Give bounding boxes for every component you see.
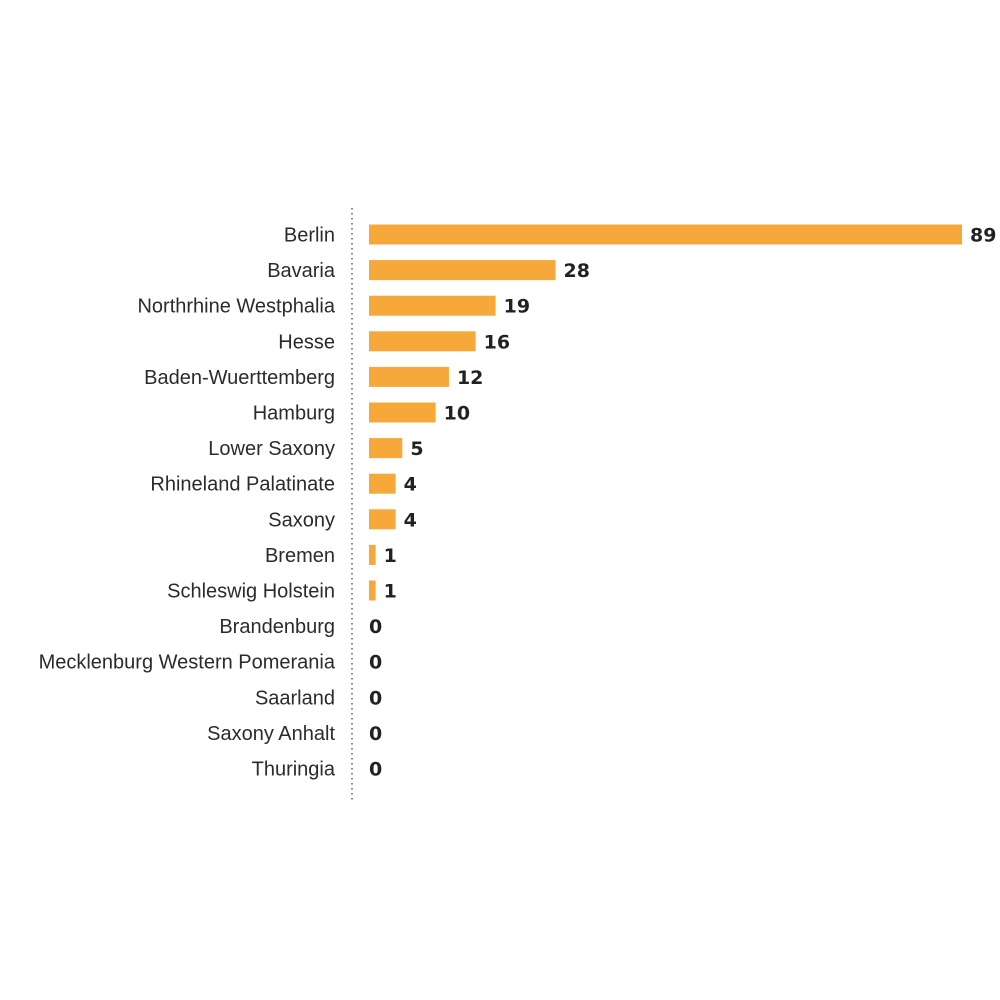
category-labels-group: Berlin Bavaria Northrhine Westphalia Hesse B… bbox=[39, 225, 336, 781]
category-label: Bremen bbox=[265, 545, 335, 567]
value-label: 4 bbox=[404, 509, 417, 531]
value-label: 12 bbox=[457, 367, 483, 389]
bar bbox=[369, 438, 403, 459]
value-label: 0 bbox=[369, 723, 382, 745]
category-label: Northrhine Westphalia bbox=[137, 296, 335, 318]
value-label: 4 bbox=[404, 474, 417, 496]
bar bbox=[369, 224, 962, 245]
value-label: 89 bbox=[970, 225, 996, 247]
category-label: Hesse bbox=[278, 331, 335, 353]
category-label: Mecklenburg Western Pomerania bbox=[39, 652, 336, 674]
bar bbox=[369, 260, 556, 281]
bar bbox=[369, 509, 396, 530]
bar bbox=[369, 295, 496, 316]
category-label: Rhineland Palatinate bbox=[150, 474, 335, 496]
category-label: Baden-Wuerttemberg bbox=[144, 367, 335, 389]
category-label: Hamburg bbox=[253, 403, 335, 425]
bar bbox=[369, 366, 449, 387]
category-label: Berlin bbox=[284, 225, 335, 247]
category-label: Bavaria bbox=[267, 260, 336, 282]
value-label: 16 bbox=[484, 331, 510, 353]
category-label: Lower Saxony bbox=[208, 438, 335, 460]
value-label: 1 bbox=[384, 581, 397, 603]
bars-group bbox=[369, 224, 962, 601]
value-label: 1 bbox=[384, 545, 397, 567]
bar bbox=[369, 544, 376, 565]
value-label: 10 bbox=[444, 403, 470, 425]
value-label: 19 bbox=[504, 296, 530, 318]
category-label: Brandenburg bbox=[219, 616, 335, 638]
value-label: 0 bbox=[369, 652, 382, 674]
category-label: Saxony bbox=[268, 509, 335, 531]
value-label: 0 bbox=[369, 759, 382, 781]
bar bbox=[369, 473, 396, 494]
category-label: Saarland bbox=[255, 687, 335, 709]
category-label: Saxony Anhalt bbox=[207, 723, 335, 745]
category-label: Thuringia bbox=[252, 759, 336, 781]
category-label: Schleswig Holstein bbox=[167, 581, 335, 603]
bar bbox=[369, 580, 376, 601]
value-label: 28 bbox=[564, 260, 590, 282]
value-label: 5 bbox=[410, 438, 423, 460]
bar bbox=[369, 331, 476, 352]
value-label: 0 bbox=[369, 687, 382, 709]
value-label: 0 bbox=[369, 616, 382, 638]
bar bbox=[369, 402, 436, 423]
